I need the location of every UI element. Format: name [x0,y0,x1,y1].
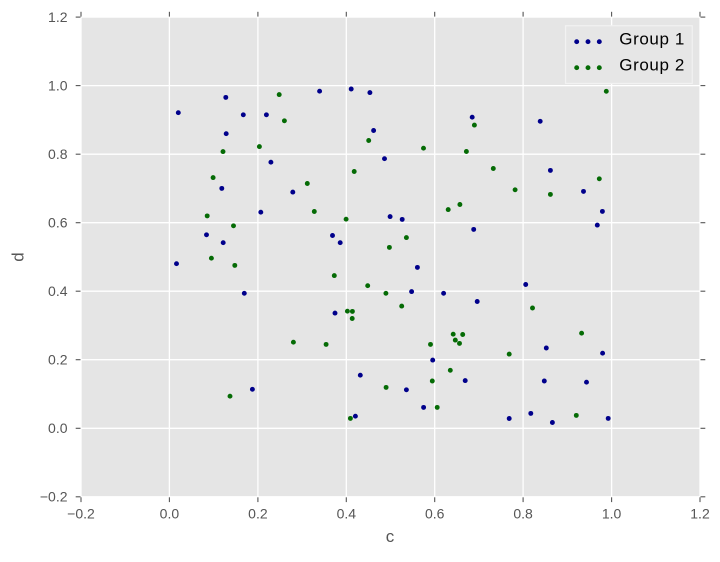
svg-text:0.2: 0.2 [248,506,268,522]
svg-text:−0.2: −0.2 [67,506,95,522]
svg-text:0.6: 0.6 [48,215,68,231]
svg-text:Group 1: Group 1 [619,30,685,49]
svg-text:c: c [386,527,395,546]
svg-text:0.8: 0.8 [48,146,68,162]
svg-text:0.8: 0.8 [513,506,533,522]
svg-text:d: d [9,252,28,261]
svg-text:0.4: 0.4 [48,283,68,299]
svg-text:1.2: 1.2 [690,506,710,522]
svg-text:0.0: 0.0 [160,506,180,522]
svg-text:0.2: 0.2 [48,352,68,368]
svg-text:1.0: 1.0 [602,506,622,522]
svg-text:−0.2: −0.2 [40,489,68,505]
svg-text:0.6: 0.6 [425,506,445,522]
svg-text:Group 2: Group 2 [619,56,685,75]
svg-text:0.0: 0.0 [48,420,68,436]
svg-text:1.2: 1.2 [48,9,68,25]
svg-text:0.4: 0.4 [337,506,357,522]
svg-text:1.0: 1.0 [48,77,68,93]
